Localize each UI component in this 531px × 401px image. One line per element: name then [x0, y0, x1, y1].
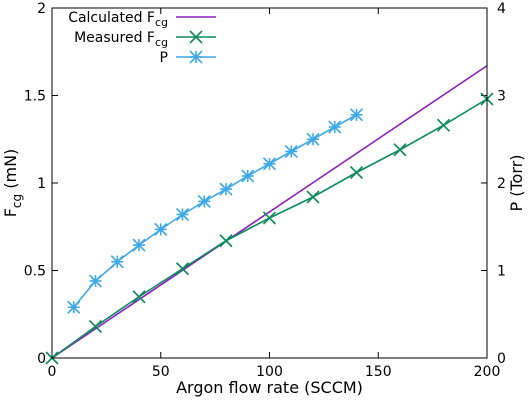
- data-point-pressure: [154, 222, 168, 236]
- y-right-tick-label: 2: [497, 176, 506, 192]
- data-point-pressure: [175, 207, 190, 222]
- data-point-measured: [306, 190, 320, 204]
- legend-label-measured-main: Measured F: [74, 30, 155, 46]
- y-right-tick-label: 0: [497, 351, 506, 367]
- data-point-measured: [349, 165, 364, 180]
- legend-item-pressure: P: [160, 50, 168, 66]
- legend-label-measured: Measured Fcg: [74, 30, 168, 49]
- y-left-tick-label: 0.5: [24, 264, 46, 280]
- series-line-pressure: [73, 114, 357, 308]
- data-point-pressure: [219, 182, 233, 196]
- y-left-tick-label: 1: [37, 176, 46, 192]
- y-left-tick-label: 0: [37, 351, 46, 367]
- x-axis-title: Argon flow rate (SCCM): [176, 378, 363, 397]
- y-axis-left-title-tail: (mN): [1, 149, 20, 194]
- data-point-measured: [88, 319, 103, 334]
- data-point-pressure: [197, 194, 211, 208]
- legend-marker-measured: [189, 30, 203, 44]
- legend-label-calculated-main: Calculated F: [68, 10, 155, 26]
- y-right-tick-label: 3: [497, 89, 506, 105]
- legend-label-calculated: Calculated Fcg: [68, 10, 168, 29]
- y-axis-right-title: P (Torr): [507, 155, 526, 212]
- legend-samples: [176, 16, 216, 64]
- y-right-tick-label: 4: [497, 1, 506, 17]
- y-left-tick-label: 2: [37, 1, 46, 17]
- axis-ticks: [51, 7, 488, 359]
- data-point-pressure: [262, 157, 277, 171]
- x-tick-label: 0: [48, 364, 57, 380]
- legend-label-measured-sub: cg: [155, 36, 168, 49]
- y-right-tick-label: 1: [497, 264, 506, 280]
- data-point-pressure: [132, 238, 146, 252]
- legend-label-pressure: P: [160, 50, 168, 66]
- series-line-measured: [51, 98, 488, 359]
- x-tick-label: 150: [365, 364, 392, 380]
- y-axis-left-title-main: F: [1, 208, 20, 217]
- data-point-pressure: [328, 120, 342, 134]
- x-tick-label: 100: [256, 364, 283, 380]
- data-point-pressure: [241, 169, 255, 183]
- x-tick-label: 200: [474, 364, 501, 380]
- data-point-pressure: [110, 255, 124, 269]
- data-point-measured: [436, 118, 451, 132]
- legend-item-calculated: Calculated Fcg: [68, 10, 168, 29]
- legend-item-measured: Measured Fcg: [74, 30, 168, 49]
- y-axis-left-title: Fcg (mN): [1, 149, 24, 218]
- y-left-tick-label: 1.5: [24, 89, 46, 105]
- data-point-pressure: [306, 132, 320, 146]
- data-point-measured: [219, 234, 233, 248]
- data-point-pressure: [349, 108, 364, 122]
- data-point-measured: [132, 290, 146, 304]
- series-layer: [45, 65, 494, 365]
- data-point-measured: [175, 262, 190, 276]
- data-point-measured: [262, 211, 277, 225]
- data-point-pressure: [284, 144, 298, 159]
- legend: Calculated Fcg Measured Fcg P: [68, 10, 216, 66]
- x-tick-label: 50: [152, 364, 170, 380]
- legend-label-calculated-sub: cg: [155, 16, 168, 29]
- series-line-calculated: [51, 65, 488, 359]
- y-axis-left-title-sub: cg: [10, 194, 24, 208]
- data-point-pressure: [88, 274, 103, 288]
- legend-marker-pressure: [189, 50, 203, 64]
- data-point-pressure: [67, 300, 81, 314]
- data-point-measured: [393, 143, 407, 157]
- plot-frame: [51, 7, 488, 359]
